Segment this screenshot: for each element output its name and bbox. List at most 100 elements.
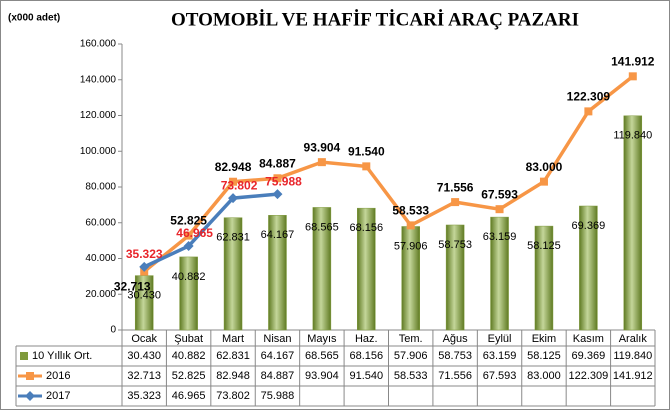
data-label: 58.533 <box>392 204 429 218</box>
data-label: 57.906 <box>394 240 428 252</box>
bar <box>579 205 598 331</box>
data-label: 46.965 <box>176 226 213 240</box>
x-tick-label: Mart <box>222 333 244 345</box>
y-tick-label: 60.000 <box>85 217 116 228</box>
bar <box>490 216 509 331</box>
marker <box>317 158 326 167</box>
x-tick-label: Ocak <box>131 333 157 345</box>
table-cell: 52.825 <box>172 370 206 382</box>
y-tick-label: 140.000 <box>80 74 117 85</box>
data-label: 32.713 <box>114 280 151 294</box>
marker <box>539 177 548 186</box>
x-tick-label: Haz. <box>355 333 378 345</box>
table-cell: 58.125 <box>527 350 561 362</box>
data-label: 82.948 <box>215 160 252 174</box>
table-cell: 69.369 <box>572 350 606 362</box>
table-cell: 83.000 <box>527 370 561 382</box>
x-tick-label: Tem. <box>399 333 423 345</box>
table-cell: 93.904 <box>305 370 339 382</box>
data-label: 30.430 <box>127 290 161 302</box>
table-cell: 58.753 <box>438 350 472 362</box>
bar <box>134 275 154 331</box>
data-label: 83.000 <box>526 160 563 174</box>
table-cell: 46.965 <box>172 390 206 402</box>
table-cell: 84.887 <box>261 370 295 382</box>
table-cell: 63.159 <box>483 350 517 362</box>
table-cell: 68.565 <box>305 350 339 362</box>
table-cell: 82.948 <box>216 370 250 382</box>
y-tick-label: 40.000 <box>85 253 116 264</box>
data-label: 67.593 <box>481 187 518 201</box>
x-tick-label: Eylül <box>488 333 512 345</box>
table-cell: 75.988 <box>261 390 295 402</box>
marker <box>451 198 460 207</box>
table-cell: 67.593 <box>483 370 517 382</box>
y-tick-label: 160.000 <box>80 39 117 50</box>
bar <box>534 225 554 331</box>
y-axis-label: (x000 adet) <box>8 13 60 24</box>
legend-marker <box>25 391 35 401</box>
marker <box>272 189 283 200</box>
bar <box>357 207 376 331</box>
marker <box>495 205 504 214</box>
x-tick-label: Mayıs <box>307 333 337 345</box>
marker <box>228 193 239 204</box>
x-tick-label: Kasım <box>573 333 604 345</box>
legend-marker <box>26 372 34 380</box>
marker <box>628 72 637 81</box>
y-tick-label: 0 <box>110 325 116 336</box>
data-label: 69.369 <box>572 220 606 232</box>
bar <box>179 256 198 331</box>
bar <box>223 217 243 331</box>
data-label: 62.831 <box>216 232 250 244</box>
marker <box>406 221 415 230</box>
marker <box>183 241 194 252</box>
data-label: 35.323 <box>126 247 163 261</box>
x-tick-label: Ekim <box>532 333 556 345</box>
data-label: 141.912 <box>611 55 655 69</box>
table-cell: 64.167 <box>261 350 295 362</box>
table-cell: 32.713 <box>127 370 161 382</box>
legend-label: 2017 <box>46 390 70 402</box>
table-cell: 58.533 <box>394 370 428 382</box>
data-label: 58.125 <box>527 240 561 252</box>
legend-label: 2016 <box>46 370 70 382</box>
bar <box>268 215 287 331</box>
table-cell: 122.309 <box>568 370 608 382</box>
y-tick-label: 100.000 <box>80 146 117 157</box>
data-label: 93.904 <box>304 140 341 154</box>
data-label: 122.309 <box>567 90 611 104</box>
table-cell: 68.156 <box>349 350 383 362</box>
data-label: 119.840 <box>613 130 652 142</box>
data-label: 68.565 <box>305 221 339 233</box>
data-label: 91.540 <box>348 145 385 159</box>
data-label: 84.887 <box>259 156 296 170</box>
bar <box>623 115 643 331</box>
legend-label: 10 Yıllık Ort. <box>32 350 92 362</box>
marker <box>584 107 593 116</box>
data-label: 71.556 <box>437 180 474 194</box>
table-cell: 57.906 <box>394 350 428 362</box>
data-label: 63.159 <box>483 231 517 243</box>
legend-swatch <box>20 352 28 360</box>
table-cell: 62.831 <box>216 350 250 362</box>
y-tick-label: 80.000 <box>85 182 116 193</box>
table-cell: 35.323 <box>127 390 161 402</box>
x-tick-label: Aralık <box>619 333 648 345</box>
data-label: 68.156 <box>349 222 383 234</box>
marker <box>139 261 150 272</box>
marker <box>273 174 282 183</box>
series-line <box>143 192 278 269</box>
table-cell: 73.802 <box>216 390 250 402</box>
data-label: 52.825 <box>170 214 207 228</box>
data-label: 40.882 <box>172 271 206 283</box>
x-tick-label: Nisan <box>263 333 291 345</box>
table-cell: 119.840 <box>613 350 652 362</box>
chart-title: OTOMOBİL VE HAFİF TİCARİ ARAÇ PAZARI <box>171 9 579 30</box>
bar <box>312 207 332 331</box>
marker <box>362 162 371 171</box>
x-tick-label: Ağus <box>443 333 469 345</box>
table-cell: 30.430 <box>127 350 161 362</box>
